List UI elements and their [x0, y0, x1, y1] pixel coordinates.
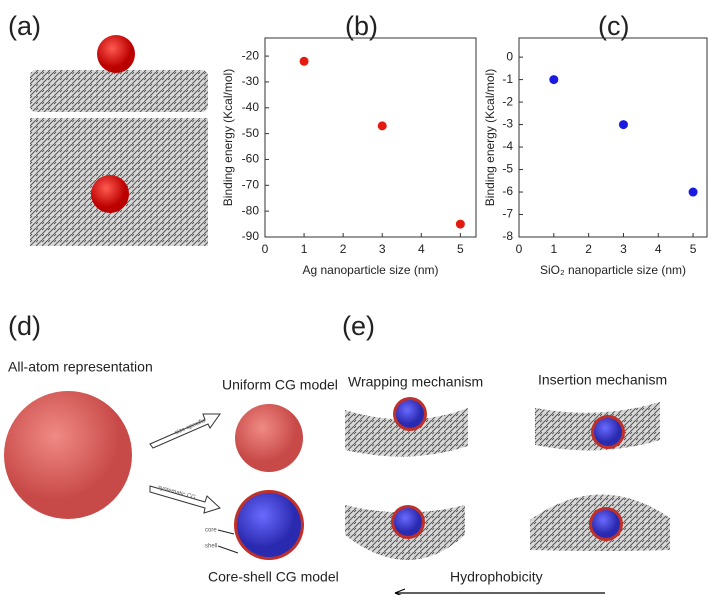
- plot-frame: [264, 37, 477, 238]
- x-tick-label: 1: [550, 242, 557, 256]
- panel-d-image: [4, 391, 304, 560]
- y-tick-label: -2: [502, 94, 513, 108]
- label: All-atom representation: [8, 359, 153, 375]
- y-tick-label: -70: [242, 177, 260, 191]
- x-tick-label: 5: [457, 242, 464, 256]
- point: [377, 121, 387, 131]
- label: Hydrophobicity: [450, 569, 543, 585]
- x-axis-label: Ag nanoparticle size (nm): [302, 263, 438, 277]
- y-axis-label: Binding energy (Kcal/mol): [221, 69, 235, 206]
- label: Core-shell CG model: [208, 569, 339, 585]
- label: Insertion mechanism: [538, 372, 667, 388]
- y-tick-label: -60: [242, 152, 260, 166]
- y-tick-label: -7: [502, 207, 513, 221]
- y-tick-label: -1: [502, 72, 513, 86]
- point: [299, 56, 309, 66]
- y-tick-label: -3: [502, 117, 513, 131]
- label: shell: [205, 544, 217, 550]
- x-tick-label: 1: [301, 242, 308, 256]
- y-tick-label: -30: [242, 74, 260, 88]
- panel-label: (a): [8, 11, 41, 41]
- y-tick-label: 0: [506, 49, 513, 63]
- point: [549, 75, 559, 85]
- panel-label: (d): [8, 311, 41, 341]
- x-axis-label: SiO₂ nanoparticle size (nm): [540, 263, 686, 277]
- panel-label: (c): [598, 11, 629, 41]
- label: core: [205, 528, 217, 534]
- panel-label: (e): [342, 311, 375, 341]
- label: Uniform CG model: [222, 377, 338, 393]
- y-tick-label: -20: [242, 48, 260, 62]
- y-tick-label: -6: [502, 184, 513, 198]
- x-tick-label: 5: [690, 242, 697, 256]
- y-tick-label: -40: [242, 100, 260, 114]
- x-tick-label: 0: [262, 242, 269, 256]
- panel-e-image: [345, 397, 670, 595]
- x-tick-label: 0: [516, 242, 523, 256]
- y-tick-label: -5: [502, 162, 513, 176]
- point: [688, 187, 698, 197]
- x-tick-label: 4: [655, 242, 662, 256]
- x-tick-label: 3: [620, 242, 627, 256]
- y-tick-label: -4: [502, 139, 513, 153]
- point: [618, 120, 628, 130]
- plot-frame: [518, 37, 708, 238]
- panel-label: (b): [345, 11, 378, 41]
- label: Wrapping mechanism: [348, 374, 483, 390]
- x-tick-label: 3: [379, 242, 386, 256]
- panel-a-image: [30, 35, 208, 246]
- y-tick-label: -90: [242, 229, 260, 243]
- y-tick-label: -8: [502, 229, 513, 243]
- x-tick-label: 2: [585, 242, 592, 256]
- y-tick-label: -50: [242, 126, 260, 140]
- x-tick-label: 4: [418, 242, 425, 256]
- point: [455, 219, 465, 229]
- y-tick-label: -80: [242, 203, 260, 217]
- x-tick-label: 2: [340, 242, 347, 256]
- y-axis-label: Binding energy (Kcal/mol): [483, 69, 497, 206]
